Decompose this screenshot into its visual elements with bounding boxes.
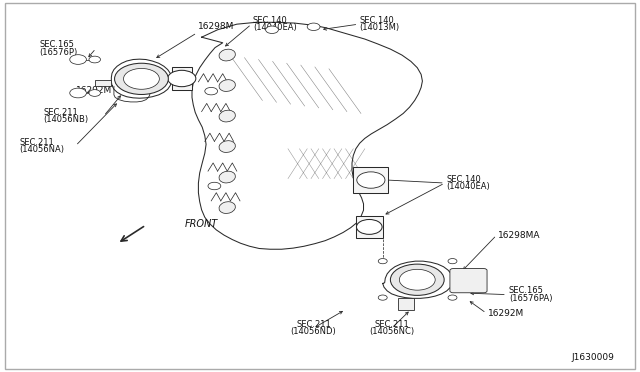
Text: J1630009: J1630009 <box>572 353 614 362</box>
Text: (14040EA): (14040EA) <box>253 23 296 32</box>
Text: (14040EA): (14040EA) <box>447 182 490 191</box>
Text: (14056NB): (14056NB) <box>44 115 89 124</box>
Text: FRONT: FRONT <box>184 219 218 229</box>
Text: (14056NA): (14056NA) <box>19 145 64 154</box>
Circle shape <box>378 259 387 264</box>
Circle shape <box>70 88 86 98</box>
Circle shape <box>448 295 457 300</box>
Circle shape <box>115 63 168 94</box>
Text: SEC.211: SEC.211 <box>44 108 78 117</box>
Bar <box>398 298 414 310</box>
Text: SEC.211: SEC.211 <box>296 320 331 329</box>
Circle shape <box>266 26 278 33</box>
Text: SEC.140: SEC.140 <box>253 16 287 25</box>
Circle shape <box>448 259 457 264</box>
Circle shape <box>70 55 86 64</box>
Circle shape <box>356 219 382 234</box>
Circle shape <box>124 68 159 89</box>
Circle shape <box>378 295 387 300</box>
Ellipse shape <box>219 171 236 183</box>
Ellipse shape <box>219 49 236 61</box>
Circle shape <box>307 23 320 31</box>
Bar <box>353 167 388 193</box>
Circle shape <box>357 172 385 188</box>
Bar <box>356 216 383 238</box>
Text: 16298M: 16298M <box>198 22 235 31</box>
Text: (14056NC): (14056NC) <box>369 327 414 336</box>
Circle shape <box>399 269 435 290</box>
Text: 16292M: 16292M <box>488 309 524 318</box>
Text: SEC.165: SEC.165 <box>509 286 543 295</box>
Ellipse shape <box>219 141 236 153</box>
Circle shape <box>168 70 196 87</box>
Bar <box>95 80 111 86</box>
Text: SEC.140: SEC.140 <box>447 175 481 184</box>
Ellipse shape <box>219 110 236 122</box>
Ellipse shape <box>219 202 236 214</box>
Circle shape <box>89 90 100 96</box>
FancyBboxPatch shape <box>450 269 487 293</box>
Text: (16576P): (16576P) <box>40 48 78 57</box>
Text: (14013M): (14013M) <box>360 23 400 32</box>
Circle shape <box>89 56 100 63</box>
Text: (14056ND): (14056ND) <box>291 327 337 336</box>
Text: SEC.211: SEC.211 <box>374 320 409 329</box>
Text: SEC.140: SEC.140 <box>360 16 394 25</box>
Circle shape <box>390 264 444 295</box>
Text: 16298MA: 16298MA <box>498 231 540 240</box>
Bar <box>172 67 192 90</box>
Text: SEC.211: SEC.211 <box>19 138 54 147</box>
Circle shape <box>208 182 221 190</box>
Ellipse shape <box>219 80 236 92</box>
Text: (16576PA): (16576PA) <box>509 294 552 303</box>
Text: SEC.165: SEC.165 <box>40 40 74 49</box>
Text: 16292M: 16292M <box>76 86 112 94</box>
Circle shape <box>205 87 218 95</box>
